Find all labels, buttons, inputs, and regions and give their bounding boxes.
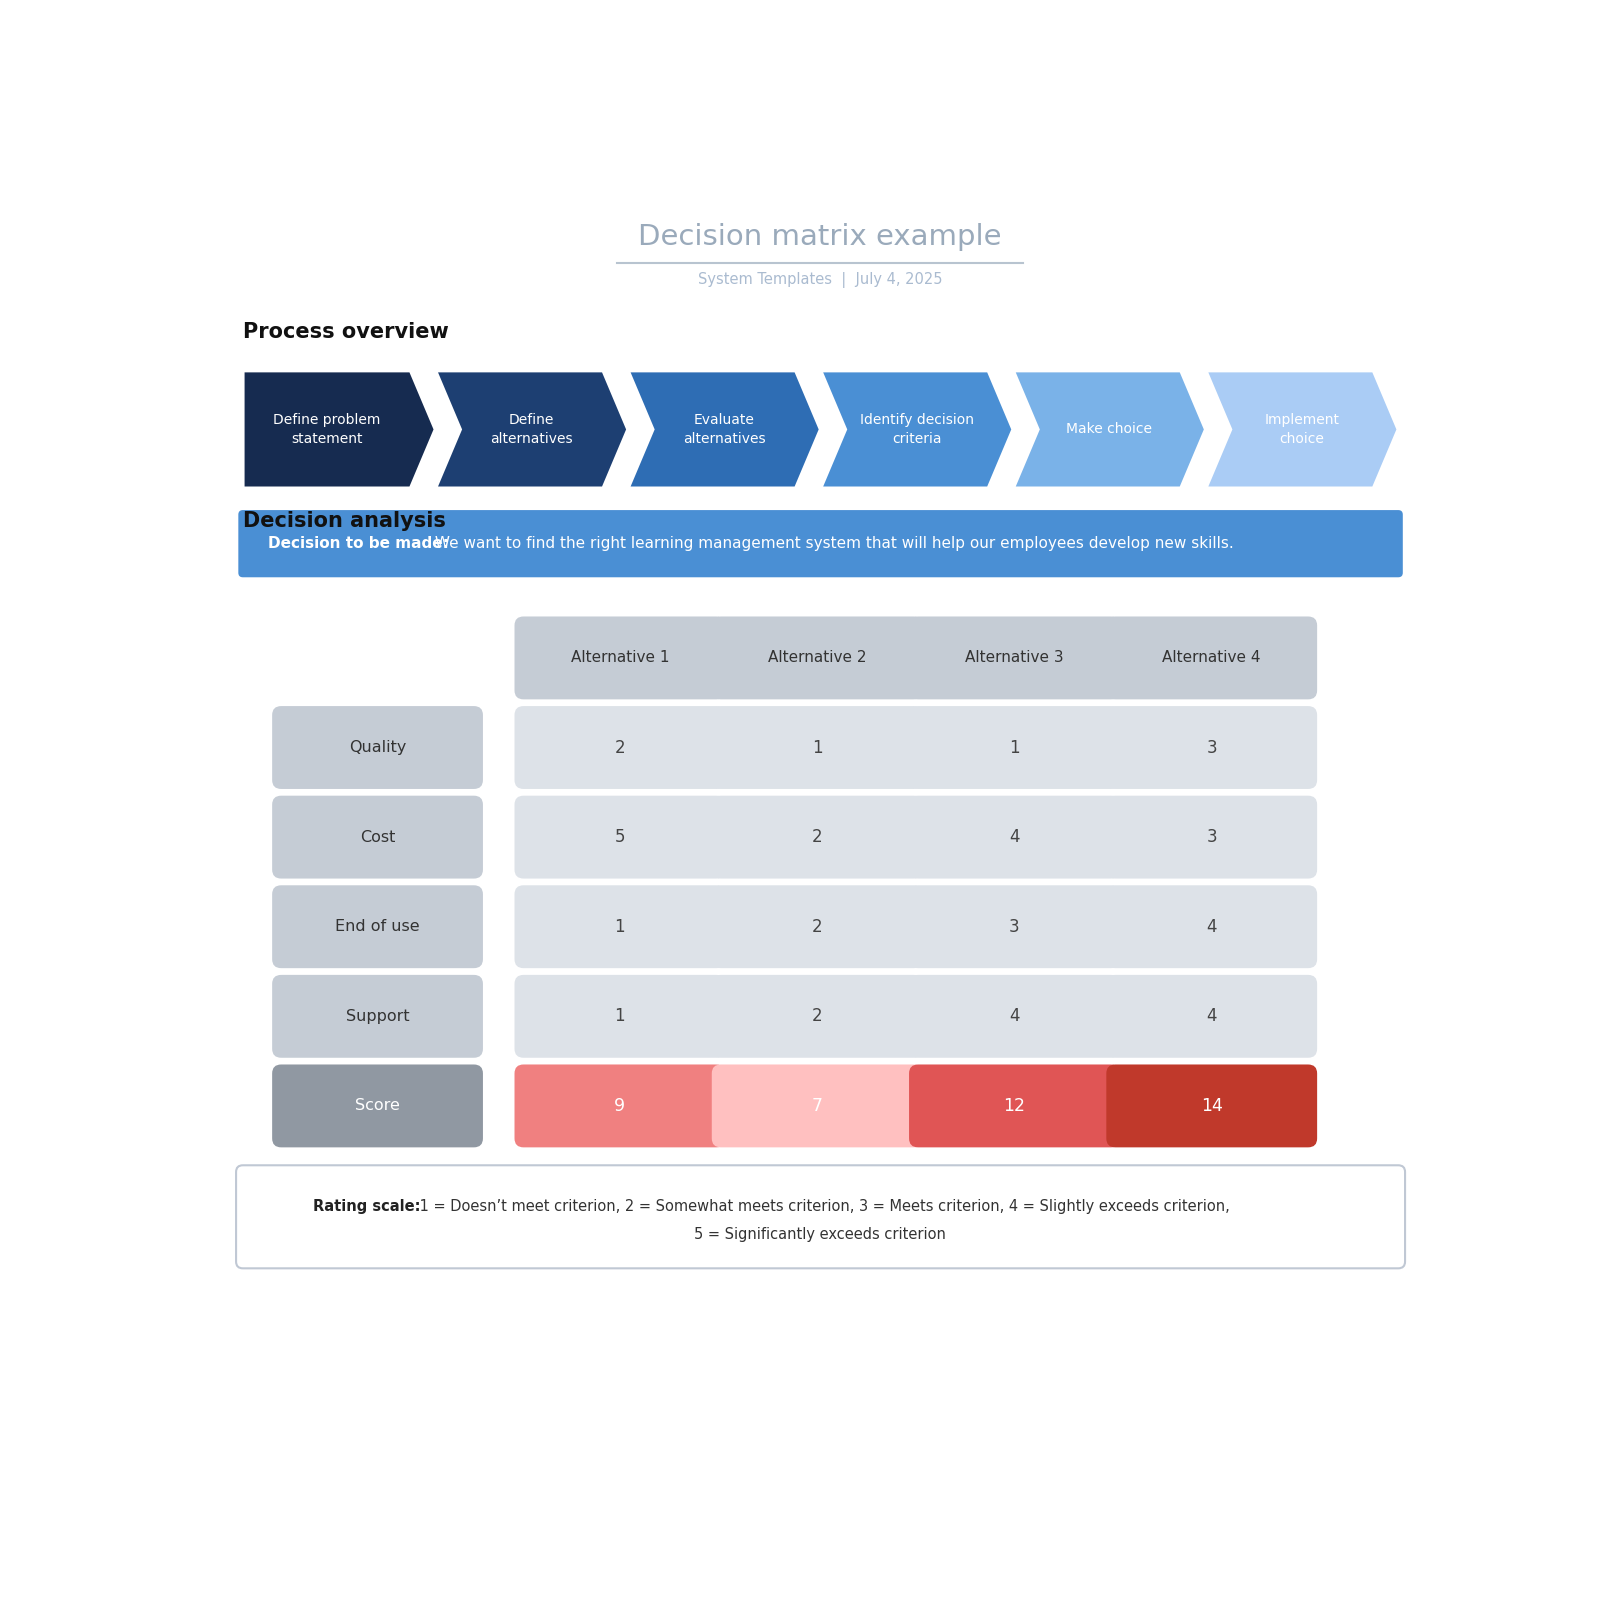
Text: Score: Score [355, 1099, 400, 1114]
FancyBboxPatch shape [712, 795, 923, 878]
FancyBboxPatch shape [909, 706, 1120, 789]
Text: 4: 4 [1010, 829, 1019, 846]
FancyBboxPatch shape [272, 795, 483, 878]
FancyBboxPatch shape [909, 1064, 1120, 1147]
FancyBboxPatch shape [272, 885, 483, 968]
FancyBboxPatch shape [272, 974, 483, 1058]
Text: 12: 12 [1003, 1098, 1026, 1115]
Text: Define problem
statement: Define problem statement [274, 413, 381, 446]
FancyBboxPatch shape [712, 974, 923, 1058]
Text: 4: 4 [1010, 1008, 1019, 1026]
FancyBboxPatch shape [1106, 616, 1317, 699]
Text: 7: 7 [811, 1098, 822, 1115]
Text: 1: 1 [811, 739, 822, 757]
Text: 1: 1 [1010, 739, 1019, 757]
FancyBboxPatch shape [909, 795, 1120, 878]
Text: 4: 4 [1206, 1008, 1218, 1026]
Text: 2: 2 [811, 1008, 822, 1026]
Polygon shape [1013, 371, 1206, 488]
FancyBboxPatch shape [515, 974, 725, 1058]
Text: Alternative 2: Alternative 2 [768, 651, 867, 666]
FancyBboxPatch shape [712, 1064, 923, 1147]
Text: Decision analysis: Decision analysis [243, 512, 446, 531]
Text: 14: 14 [1200, 1098, 1222, 1115]
Text: 2: 2 [811, 918, 822, 936]
FancyBboxPatch shape [515, 616, 725, 699]
Text: 3: 3 [1206, 829, 1218, 846]
FancyBboxPatch shape [909, 885, 1120, 968]
Text: 2: 2 [614, 739, 626, 757]
Text: Evaluate
alternatives: Evaluate alternatives [683, 413, 765, 446]
FancyBboxPatch shape [1106, 885, 1317, 968]
FancyBboxPatch shape [515, 795, 725, 878]
Text: 3: 3 [1206, 739, 1218, 757]
Text: 1: 1 [614, 918, 626, 936]
Text: 3: 3 [1010, 918, 1019, 936]
FancyBboxPatch shape [712, 616, 923, 699]
Text: Define
alternatives: Define alternatives [490, 413, 573, 446]
Text: Alternative 1: Alternative 1 [571, 651, 669, 666]
FancyBboxPatch shape [909, 974, 1120, 1058]
Polygon shape [435, 371, 627, 488]
Text: We want to find the right learning management system that will help our employee: We want to find the right learning manag… [430, 536, 1234, 550]
Polygon shape [627, 371, 821, 488]
Text: Alternative 4: Alternative 4 [1163, 651, 1261, 666]
Text: Decision matrix example: Decision matrix example [638, 224, 1002, 251]
FancyBboxPatch shape [272, 706, 483, 789]
FancyBboxPatch shape [515, 1064, 725, 1147]
Text: Rating scale:: Rating scale: [312, 1198, 421, 1213]
FancyBboxPatch shape [909, 616, 1120, 699]
Polygon shape [1206, 371, 1398, 488]
Text: Implement
choice: Implement choice [1264, 413, 1339, 446]
Text: End of use: End of use [336, 920, 419, 934]
Text: Quality: Quality [349, 741, 406, 755]
Text: 4: 4 [1206, 918, 1218, 936]
Text: 5: 5 [614, 829, 626, 846]
Text: 1 = Doesn’t meet criterion, 2 = Somewhat meets criterion, 3 = Meets criterion, 4: 1 = Doesn’t meet criterion, 2 = Somewhat… [416, 1198, 1230, 1213]
Text: 2: 2 [811, 829, 822, 846]
FancyBboxPatch shape [712, 706, 923, 789]
FancyBboxPatch shape [515, 706, 725, 789]
Text: Process overview: Process overview [243, 322, 448, 342]
Text: Alternative 3: Alternative 3 [965, 651, 1064, 666]
FancyBboxPatch shape [1106, 1064, 1317, 1147]
Text: 1: 1 [614, 1008, 626, 1026]
Polygon shape [243, 371, 435, 488]
FancyBboxPatch shape [1106, 706, 1317, 789]
Text: Cost: Cost [360, 830, 395, 845]
FancyBboxPatch shape [237, 1165, 1405, 1269]
Text: Decision to be made:: Decision to be made: [267, 536, 448, 550]
FancyBboxPatch shape [238, 510, 1403, 578]
Text: System Templates  |  July 4, 2025: System Templates | July 4, 2025 [698, 272, 942, 288]
Text: 9: 9 [614, 1098, 626, 1115]
Text: Make choice: Make choice [1067, 422, 1152, 437]
FancyBboxPatch shape [272, 1064, 483, 1147]
Text: Support: Support [346, 1010, 410, 1024]
Polygon shape [821, 371, 1013, 488]
Text: Identify decision
criteria: Identify decision criteria [859, 413, 974, 446]
FancyBboxPatch shape [1106, 974, 1317, 1058]
FancyBboxPatch shape [515, 885, 725, 968]
FancyBboxPatch shape [1106, 795, 1317, 878]
Text: 5 = Significantly exceeds criterion: 5 = Significantly exceeds criterion [694, 1227, 946, 1242]
FancyBboxPatch shape [712, 885, 923, 968]
